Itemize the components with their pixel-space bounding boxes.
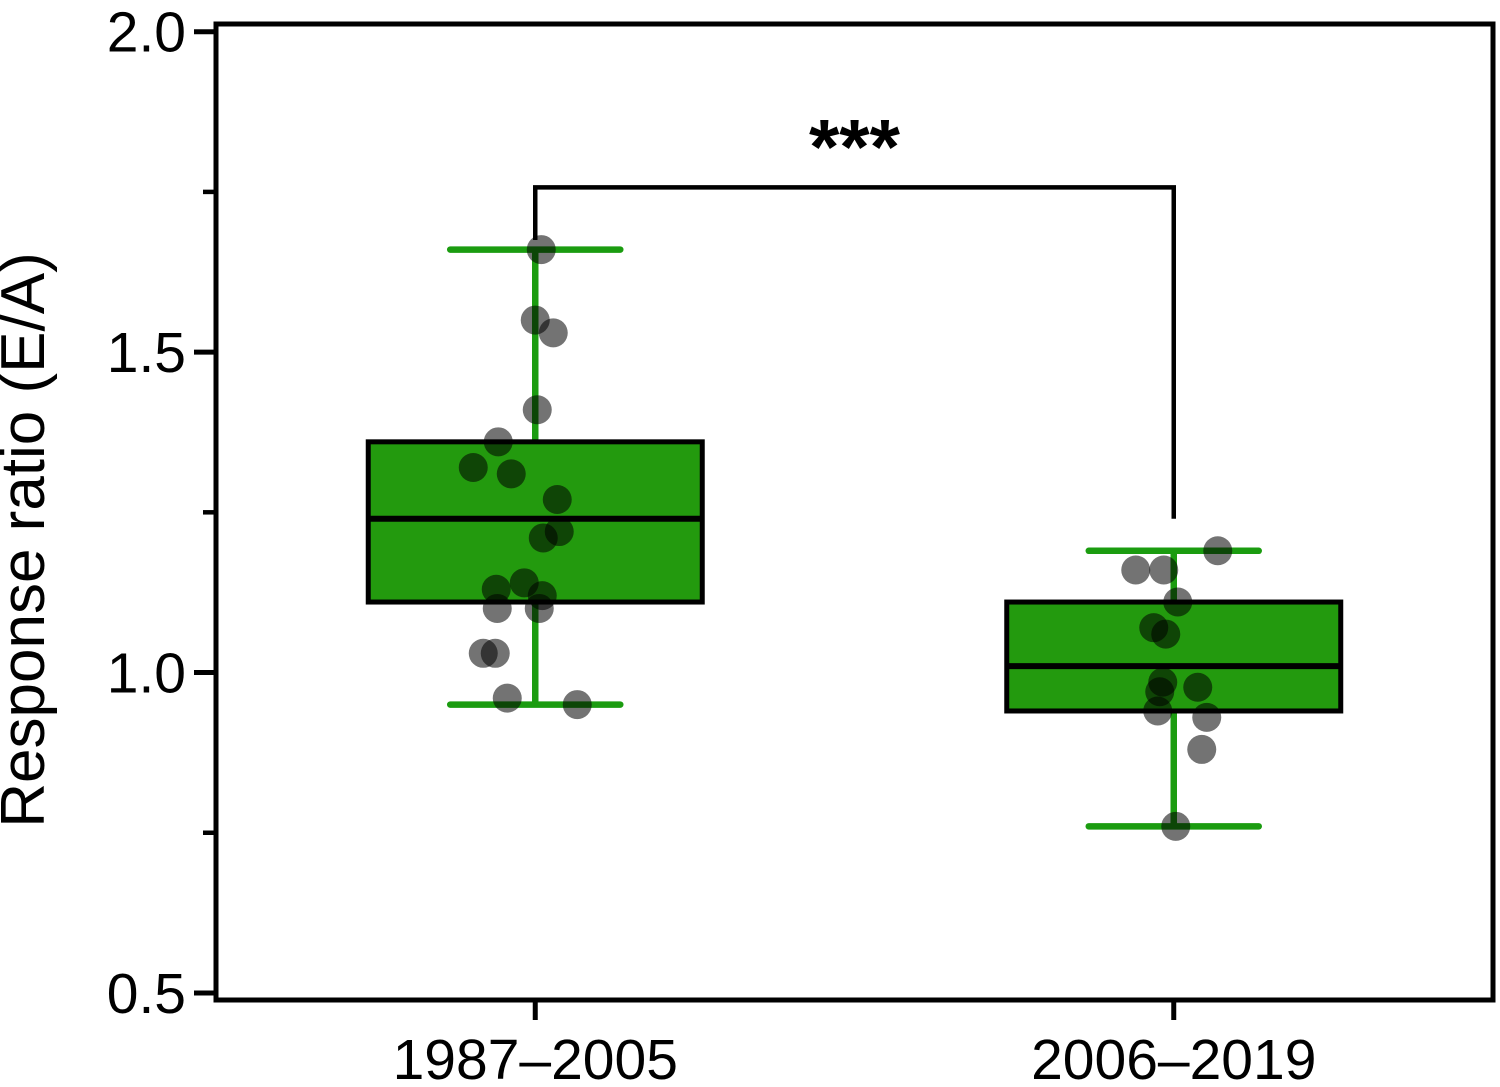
y-tick-label: 1.5 [107,321,186,385]
data-point [1183,672,1213,702]
data-point [562,690,592,720]
data-point [1149,555,1179,585]
x-category-label: 2006–2019 [1031,1028,1316,1087]
data-point [496,459,526,489]
data-point [526,235,556,265]
data-point [542,485,572,515]
significance-stars: *** [809,102,901,190]
data-point [492,683,522,713]
data-point [480,638,510,668]
y-tick-label: 1.0 [107,642,186,706]
data-point [522,395,552,425]
data-point [1187,734,1217,764]
data-point [528,523,558,553]
data-point [538,318,568,348]
y-tick-label: 0.5 [107,962,186,1026]
data-point [1143,696,1173,726]
data-point [482,593,512,623]
data-point [1151,619,1181,649]
data-point [483,427,513,457]
y-tick-label: 2.0 [107,1,186,65]
data-point [1192,702,1222,732]
significance-bracket [533,185,1176,519]
data-point [1161,811,1191,841]
data-point [524,593,554,623]
data-point [1121,555,1151,585]
data-point [458,452,488,482]
data-point [1203,536,1233,566]
data-point [1163,587,1193,617]
y-axis-title: Response ratio (E/A) [0,252,58,827]
x-category-label: 1987–2005 [393,1028,678,1087]
